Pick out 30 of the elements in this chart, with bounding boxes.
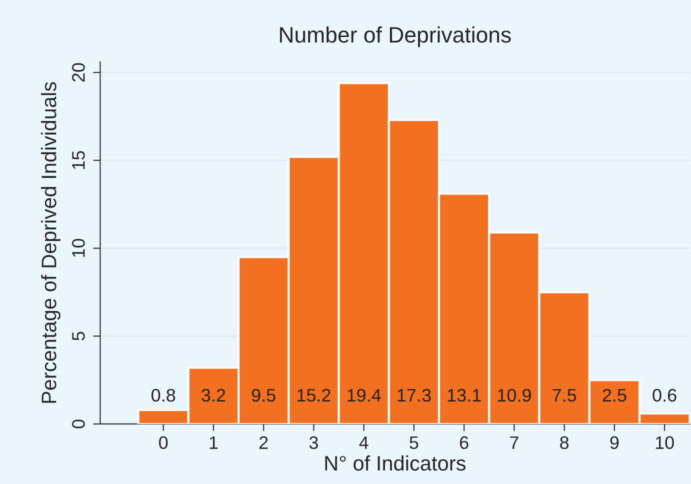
x-tick-label: 0 — [159, 436, 168, 450]
data-label: 2.5 — [602, 388, 626, 402]
x-axis-title: N° of Indicators — [325, 455, 466, 471]
x-tick-label: 5 — [410, 436, 418, 450]
data-label: 0.6 — [652, 388, 676, 402]
x-tick-label: 9 — [610, 436, 619, 450]
x-tick-label: 4 — [359, 436, 368, 449]
x-tick-label: 7 — [510, 436, 518, 449]
y-tick-label: 15 — [72, 151, 85, 170]
data-label: 3.2 — [202, 388, 226, 402]
y-tick-label: 10 — [72, 238, 85, 257]
chart-title: Number of Deprivations — [280, 26, 511, 48]
data-label: 0.8 — [152, 388, 176, 402]
x-tick-label: 10 — [656, 436, 674, 450]
x-tick-label: 3 — [309, 436, 318, 450]
data-label: 10.9 — [498, 388, 531, 402]
y-axis-title: Percentage of Deprived Individuals — [41, 82, 60, 403]
y-tick-label: 5 — [72, 332, 85, 340]
x-tick-label: 6 — [460, 436, 468, 450]
data-label: 19.4 — [348, 388, 381, 402]
y-tick-label: 0 — [72, 420, 85, 428]
data-label: 17.3 — [398, 388, 431, 402]
y-tick-label: 20 — [72, 63, 85, 82]
data-label: 13.1 — [448, 388, 481, 402]
data-label: 7.5 — [552, 389, 576, 402]
x-tick-label: 8 — [560, 436, 569, 450]
x-tick-label: 1 — [210, 436, 218, 449]
data-label: 9.5 — [252, 388, 276, 402]
data-label: 15.2 — [298, 388, 330, 402]
x-tick-label: 2 — [259, 436, 268, 449]
